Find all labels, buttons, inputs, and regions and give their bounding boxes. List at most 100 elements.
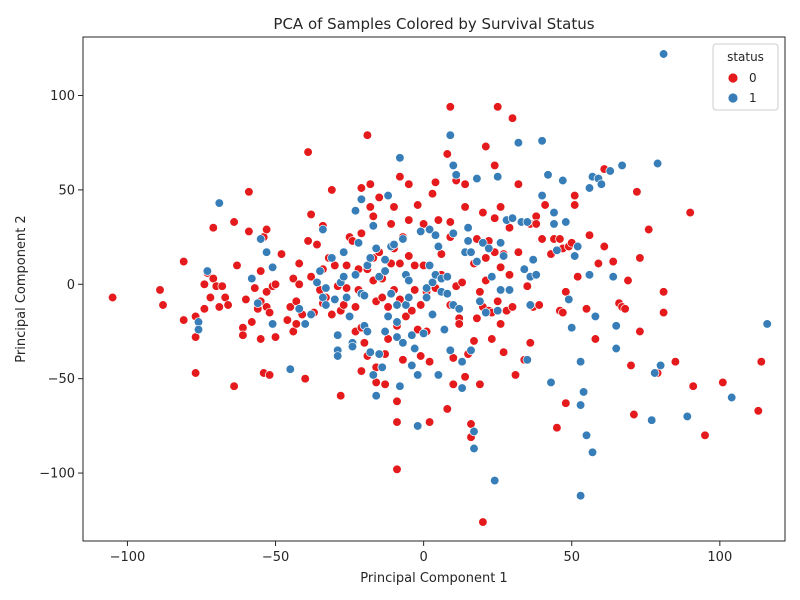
scatter-point-status-1 — [392, 317, 402, 327]
scatter-point-status-1 — [451, 170, 461, 180]
scatter-point-status-1 — [341, 292, 352, 303]
scatter-point-status-1 — [605, 166, 615, 176]
scatter-point-status-1 — [374, 272, 384, 282]
scatter-point-status-1 — [487, 272, 497, 282]
scatter-point-status-0 — [493, 296, 503, 306]
scatter-point-status-1 — [398, 338, 408, 348]
scatter-point-status-0 — [247, 317, 257, 327]
scatter-point-status-1 — [531, 270, 541, 280]
scatter-point-status-1 — [193, 324, 204, 335]
scatter-point-status-0 — [658, 307, 669, 318]
scatter-point-status-0 — [199, 304, 210, 314]
scatter-point-status-1 — [463, 236, 473, 246]
scatter-point-status-1 — [762, 319, 772, 329]
scatter-point-status-0 — [229, 217, 239, 227]
scatter-point-status-0 — [424, 417, 435, 427]
scatter-point-status-1 — [350, 206, 361, 216]
scatter-point-status-1 — [371, 243, 381, 254]
scatter-point-status-1 — [365, 347, 375, 357]
scatter-point-status-0 — [457, 277, 467, 288]
scatter-point-status-1 — [371, 391, 381, 401]
scatter-point-status-1 — [525, 300, 535, 310]
scatter-point-status-0 — [442, 149, 452, 159]
scatter-point-status-1 — [383, 311, 393, 322]
scatter-point-status-0 — [392, 464, 402, 474]
scatter-point-status-0 — [404, 215, 414, 225]
scatter-point-status-1 — [395, 381, 405, 391]
scatter-point-status-1 — [392, 332, 402, 342]
scatter-point-status-0 — [590, 334, 601, 344]
scatter-point-status-0 — [534, 300, 544, 310]
y-tick-label: 50 — [58, 183, 75, 198]
scatter-point-status-1 — [445, 345, 455, 355]
scatter-point-status-1 — [561, 217, 571, 227]
scatter-point-status-1 — [315, 266, 325, 276]
x-tick-label: 50 — [563, 550, 580, 565]
scatter-point-status-0 — [256, 266, 266, 276]
scatter-point-status-0 — [481, 253, 491, 263]
scatter-point-status-1 — [611, 321, 621, 331]
scatter-point-status-1 — [256, 234, 266, 244]
scatter-point-status-1 — [365, 253, 375, 263]
y-tick-label: 0 — [67, 278, 75, 293]
scatter-point-status-0 — [753, 406, 763, 416]
scatter-point-status-0 — [179, 315, 189, 325]
scatter-point-status-1 — [386, 289, 396, 299]
scatter-point-status-1 — [475, 296, 485, 306]
scatter-point-status-1 — [658, 49, 669, 59]
scatter-point-status-0 — [670, 357, 681, 367]
scatter-point-status-1 — [261, 247, 272, 257]
scatter-point-status-0 — [416, 351, 426, 361]
scatter-point-status-0 — [599, 241, 609, 252]
y-tick-label: 100 — [50, 89, 75, 104]
scatter-point-status-0 — [217, 281, 227, 291]
scatter-point-status-0 — [362, 130, 373, 140]
scatter-point-status-0 — [593, 258, 604, 269]
scatter-point-status-1 — [558, 175, 568, 186]
scatter-point-status-1 — [522, 217, 532, 227]
scatter-point-status-0 — [581, 304, 592, 314]
scatter-point-status-0 — [635, 326, 645, 337]
scatter-point-status-0 — [300, 374, 310, 384]
scatter-point-status-0 — [427, 189, 438, 199]
scatter-point-status-1 — [294, 304, 304, 314]
scatter-point-status-0 — [407, 306, 417, 316]
legend-marker-1 — [727, 92, 739, 104]
scatter-point-status-0 — [244, 187, 254, 197]
scatter-point-status-0 — [261, 287, 272, 297]
scatter-point-status-1 — [445, 130, 455, 140]
scatter-point-status-0 — [490, 160, 500, 171]
scatter-point-status-1 — [567, 323, 577, 333]
scatter-point-status-1 — [392, 300, 402, 310]
scatter-point-status-1 — [727, 392, 737, 403]
scatter-point-status-0 — [386, 219, 396, 229]
scatter-point-status-1 — [472, 173, 482, 184]
scatter-point-status-0 — [626, 360, 636, 371]
scatter-point-status-1 — [493, 306, 503, 316]
scatter-point-status-1 — [655, 360, 666, 371]
scatter-point-status-0 — [232, 260, 242, 271]
scatter-point-status-0 — [261, 224, 272, 235]
scatter-point-status-0 — [392, 396, 402, 406]
scatter-point-status-0 — [573, 272, 583, 282]
scatter-point-status-1 — [344, 311, 355, 322]
scatter-point-status-1 — [537, 190, 547, 201]
scatter-point-status-1 — [652, 158, 663, 169]
scatter-point-status-1 — [442, 272, 452, 282]
scatter-point-status-1 — [285, 364, 295, 374]
scatter-point-status-0 — [380, 379, 390, 389]
scatter-point-status-0 — [498, 347, 509, 357]
scatter-point-status-1 — [513, 138, 524, 148]
scatter-point-status-0 — [389, 202, 399, 212]
scatter-point-status-0 — [276, 249, 287, 259]
scatter-point-status-1 — [457, 383, 467, 393]
scatter-point-status-1 — [463, 223, 473, 233]
plot-frame — [82, 36, 786, 542]
scatter-point-status-1 — [537, 136, 547, 146]
scatter-point-status-0 — [555, 234, 565, 244]
scatter-point-status-1 — [368, 370, 378, 380]
scatter-point-status-0 — [356, 183, 367, 193]
scatter-point-status-1 — [549, 207, 559, 218]
scatter-point-status-0 — [584, 230, 595, 240]
scatter-point-status-1 — [321, 300, 331, 310]
